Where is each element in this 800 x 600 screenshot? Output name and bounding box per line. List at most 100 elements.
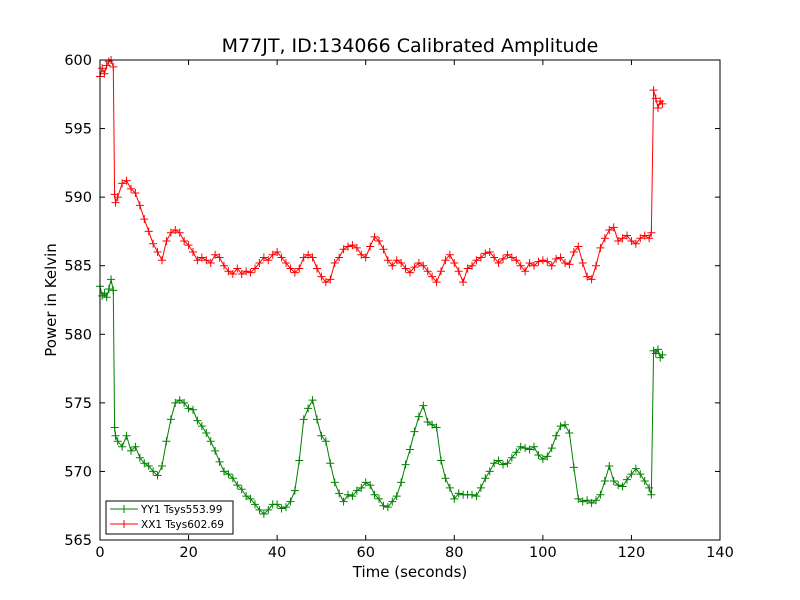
series-1-point — [144, 227, 153, 236]
series-1-point — [175, 228, 184, 237]
series-1-point — [361, 253, 370, 262]
x-tick-label: 140 — [706, 545, 734, 561]
series-0-point — [104, 285, 113, 294]
series-0-point — [375, 494, 383, 503]
series-1-point — [534, 257, 543, 266]
series-0-point — [574, 494, 583, 503]
series-1-point — [370, 232, 379, 241]
series-1-point — [383, 256, 392, 265]
series-1-point — [614, 237, 623, 246]
series-0-point — [450, 494, 459, 503]
series-1-point — [135, 201, 144, 210]
series-0-point — [259, 509, 268, 518]
series-1-point — [388, 261, 397, 270]
series-0-point — [140, 459, 149, 468]
series-0-point — [144, 461, 153, 470]
series-1-point — [344, 242, 352, 251]
series-0-point — [578, 497, 587, 506]
series-1-point — [171, 226, 180, 235]
series-0-point — [561, 420, 569, 429]
series-0-point — [158, 461, 166, 470]
legend-marker-yy1 — [120, 505, 128, 513]
series-0-point — [569, 463, 578, 472]
series-0-point — [357, 483, 366, 492]
series-0-point — [645, 483, 654, 492]
chart-title: M77JT, ID:134066 Calibrated Amplitude — [222, 35, 599, 57]
series-0-point — [651, 349, 660, 358]
series-1-point — [255, 258, 264, 267]
series-1-point — [180, 237, 189, 246]
series-0-point — [437, 456, 445, 465]
series-1-point — [233, 264, 242, 273]
series-0-point — [211, 446, 220, 455]
series-1-point — [565, 260, 574, 269]
series-1-point — [211, 250, 220, 259]
y-axis-title: Power in Kelvin — [42, 243, 60, 357]
series-0-point — [171, 398, 180, 407]
series-1-point — [516, 261, 525, 270]
series-0-point — [189, 405, 197, 414]
series-1-point — [401, 264, 410, 273]
series-1-point — [304, 250, 313, 259]
series-0-point — [401, 460, 410, 469]
series-0-point — [149, 467, 158, 476]
legend: YY1 Tsys553.99 XX1 Tsys602.69 — [105, 500, 234, 535]
series-0-point — [530, 442, 538, 451]
series-0-point — [326, 459, 335, 468]
series-1-point — [596, 243, 605, 252]
series-0-point — [127, 446, 135, 455]
series-0-point — [494, 456, 503, 465]
series-0-point — [379, 501, 388, 510]
series-0-point — [618, 482, 627, 491]
series-1-point — [587, 275, 596, 284]
series-0-point — [454, 489, 463, 498]
series-1-point — [645, 234, 654, 243]
series-0-point — [445, 483, 454, 492]
series-0-point — [397, 478, 406, 487]
series-0-point — [180, 398, 189, 407]
series-1-point — [530, 261, 538, 270]
legend-marker-xx1 — [120, 520, 128, 528]
series-1-point — [432, 278, 441, 287]
series-0-point — [317, 431, 326, 440]
series-0-point — [543, 452, 552, 461]
series-0-point — [330, 478, 339, 487]
series-0-point — [286, 497, 295, 506]
series-1-point — [574, 242, 583, 251]
series-1-point — [428, 272, 437, 281]
series-1-point — [193, 256, 202, 265]
series-1-point — [578, 258, 587, 267]
x-tick-label: 40 — [268, 545, 286, 561]
series-0-point — [344, 490, 352, 499]
series-1-point — [290, 268, 299, 277]
series-1-point — [640, 231, 649, 240]
series-1-point — [166, 228, 175, 237]
series-1-point — [441, 256, 450, 265]
series-1-point — [273, 248, 282, 256]
series-1-point — [330, 258, 339, 267]
series-1-point — [197, 253, 206, 262]
y-tick-label: 590 — [64, 190, 92, 206]
series-0-point — [113, 437, 122, 446]
series-1-point — [459, 278, 468, 287]
series-0-point — [614, 481, 623, 490]
series-1-point — [317, 272, 326, 281]
series-0-point — [432, 423, 441, 432]
series-0-point — [299, 415, 308, 424]
y-tick-label: 575 — [64, 396, 92, 412]
series-0-point — [206, 437, 215, 446]
series-1-point — [419, 261, 428, 270]
series-1-point — [357, 250, 366, 259]
series-1-point — [162, 237, 171, 246]
series-0-point — [468, 490, 476, 499]
y-tick-label: 580 — [64, 327, 92, 343]
series-1-point — [521, 267, 530, 276]
series-1-point — [437, 267, 445, 276]
series-0-point — [228, 474, 237, 483]
series-0-point — [596, 490, 605, 499]
series-1-point — [609, 223, 618, 232]
series-1-point — [618, 234, 627, 243]
series-0-point — [472, 492, 481, 501]
series-0-point — [499, 460, 507, 469]
